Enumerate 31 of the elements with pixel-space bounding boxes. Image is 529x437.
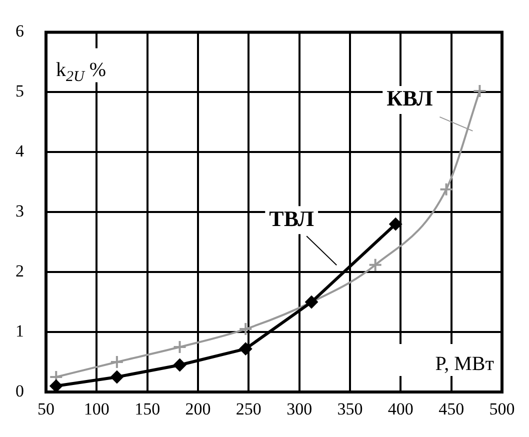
x-tick-label: 300 [286,400,312,419]
point [389,218,402,231]
point [239,342,252,356]
point [238,322,253,336]
x-tick-label: 400 [388,400,414,419]
point [173,358,186,372]
y-tick-label: 1 [16,322,24,340]
x-tick-label: 450 [438,400,464,419]
point [172,340,187,354]
point [50,380,63,392]
x-tick-label: 350 [337,400,363,419]
point [472,84,487,98]
y-tick-label: 3 [16,202,24,221]
series-label: КВЛ [386,86,434,111]
x-tick-label: 500 [489,400,515,419]
y-tick-label: 5 [16,82,24,101]
point [110,355,124,370]
y-tick-label: 2 [16,262,24,281]
x-tick-label: 50 [38,400,54,419]
x-tick-label: 250 [236,400,262,419]
point [110,370,124,384]
x-tick-label: 200 [185,400,211,419]
x-tick-label: 100 [84,400,110,419]
point [439,182,454,196]
y-tick-label: 4 [16,142,24,161]
text: ТВЛ [269,206,315,231]
y-tick-label: 6 [16,22,24,41]
point [368,258,382,272]
y-tick-label: 0 [16,381,24,400]
x-axis-title: P, МВт [435,353,494,375]
x-tick-label: 150 [134,400,160,419]
